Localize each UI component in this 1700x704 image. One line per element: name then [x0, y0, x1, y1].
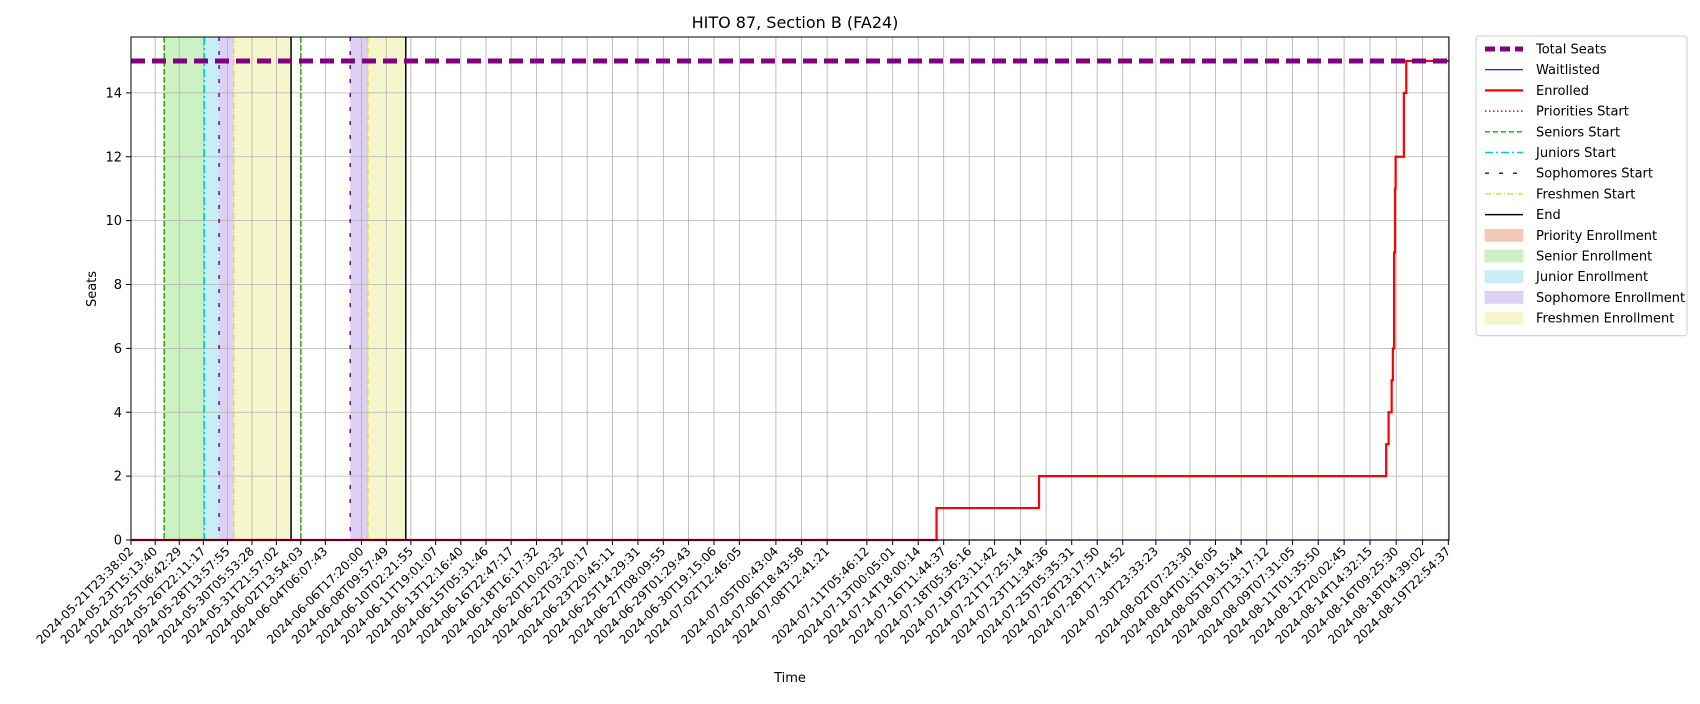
legend-label-freshmen-start: Freshmen Start [1536, 187, 1635, 202]
legend: Total Seats Waitlisted Enrolled Priorities … [1475, 35, 1688, 337]
legend-item-total-seats: Total Seats [1485, 43, 1607, 58]
sophomore-enrollment-band-0 [219, 37, 234, 540]
legend-item-enrolled: Enrolled [1485, 84, 1589, 99]
y-tick-label-3: 6 [114, 342, 122, 357]
legend-swatch-freshmen-enrollment [1484, 311, 1524, 325]
legend-item-freshmen-enrollment: Freshmen Enrollment [1484, 311, 1674, 327]
y-tick-label-1: 2 [114, 470, 122, 485]
y-tick-label-6: 12 [105, 150, 122, 165]
legend-label-waitlisted: Waitlisted [1536, 63, 1600, 78]
y-tick-label-5: 10 [105, 214, 122, 229]
legend-label-priorities-start: Priorities Start [1536, 105, 1629, 120]
legend-label-priority-enrollment: Priority Enrollment [1536, 229, 1657, 244]
legend-label-sophomore-enrollment: Sophomore Enrollment [1536, 291, 1685, 306]
legend-swatch-junior-enrollment [1484, 270, 1524, 284]
legend-label-senior-enrollment: Senior Enrollment [1536, 250, 1652, 265]
y-tick-label-0: 0 [114, 534, 122, 549]
y-tick-label-4: 8 [114, 278, 122, 293]
legend-item-junior-enrollment: Junior Enrollment [1484, 270, 1648, 285]
legend-label-total-seats: Total Seats [1535, 43, 1607, 58]
legend-item-waitlisted: Waitlisted [1485, 63, 1600, 78]
legend-item-seniors-start: Seniors Start [1485, 125, 1620, 140]
senior-enrollment-band-0 [164, 37, 205, 540]
legend-item-priorities-start: Priorities Start [1485, 105, 1629, 120]
legend-label-junior-enrollment: Junior Enrollment [1535, 270, 1648, 285]
legend-item-priority-enrollment: Priority Enrollment [1484, 228, 1657, 244]
y-tick-label-7: 14 [105, 86, 122, 101]
chart-title: HITO 87, Section B (FA24) [692, 13, 899, 32]
legend-label-freshmen-enrollment: Freshmen Enrollment [1536, 312, 1674, 327]
enrollment-period-bands [164, 37, 406, 540]
legend-label-juniors-start: Juniors Start [1535, 146, 1616, 161]
plot-frame [130, 36, 1450, 541]
y-axis: 0 2 4 6 8 10 12 14 [105, 86, 131, 549]
legend-swatch-priority-enrollment [1484, 228, 1524, 242]
legend-frame [1475, 35, 1688, 337]
legend-swatch-senior-enrollment [1484, 249, 1524, 263]
legend-label-end: End [1536, 208, 1561, 223]
legend-label-seniors-start: Seniors Start [1536, 125, 1620, 140]
freshmen-enrollment-band-1 [367, 37, 406, 540]
y-tick-label-2: 4 [114, 406, 122, 421]
grid-lines [130, 37, 1449, 541]
legend-item-senior-enrollment: Senior Enrollment [1484, 249, 1652, 265]
enrolled-series [131, 59, 1449, 542]
x-axis-label: Time [773, 671, 806, 686]
legend-item-sophomores-start: Sophomores Start [1485, 167, 1653, 182]
legend-item-juniors-start: Juniors Start [1485, 146, 1616, 161]
legend-item-end: End [1485, 208, 1561, 223]
series-layer [131, 58, 1449, 542]
freshmen-enrollment-band-0 [233, 37, 292, 540]
legend-item-freshmen-start: Freshmen Start [1485, 187, 1635, 202]
legend-label-enrolled: Enrolled [1536, 84, 1589, 99]
legend-swatch-sophomore-enrollment [1484, 290, 1524, 304]
junior-enrollment-band-0 [204, 37, 220, 540]
y-axis-label: Seats [85, 271, 100, 307]
period-start-end-lines [163, 37, 407, 540]
legend-label-sophomores-start: Sophomores Start [1536, 167, 1653, 182]
x-axis: 2024-05-21T23:38:022024-05-23T15:13:4020… [34, 540, 1453, 647]
sophomore-enrollment-band-1 [350, 37, 368, 540]
legend-item-sophomore-enrollment: Sophomore Enrollment [1484, 290, 1685, 306]
